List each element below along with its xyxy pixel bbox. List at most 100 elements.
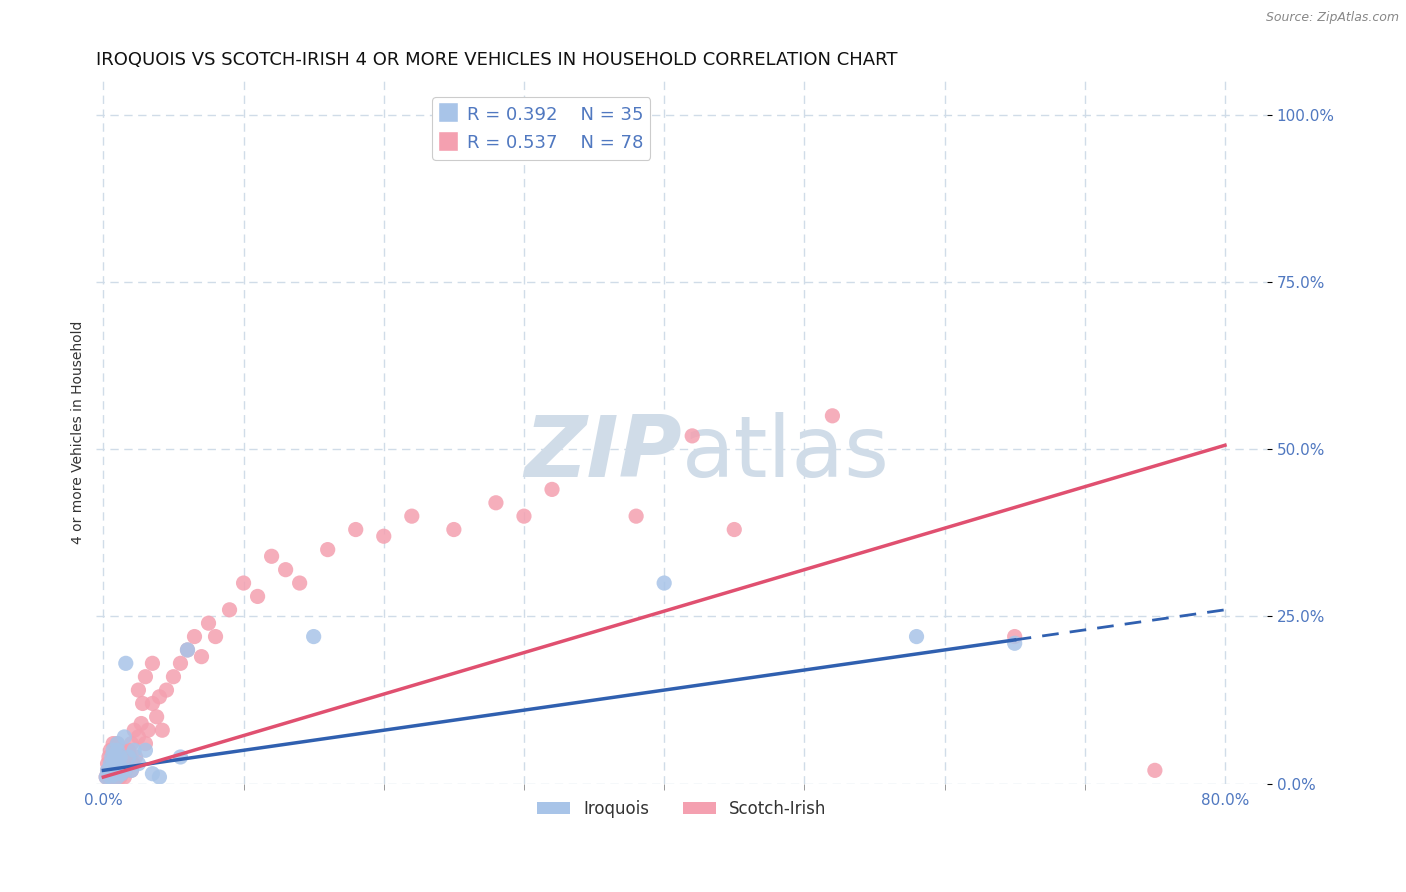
Point: [100, 764, 122, 778]
Point: [100, 743, 122, 757]
Point: [114, 657, 136, 671]
Point: [107, 764, 129, 778]
Point: [150, 723, 173, 738]
Point: [316, 542, 339, 557]
Point: [120, 764, 142, 778]
Point: [169, 750, 191, 764]
Point: [112, 764, 135, 778]
Point: [101, 764, 124, 778]
Point: [373, 529, 395, 543]
Point: [652, 576, 675, 591]
Point: [176, 643, 198, 657]
Point: [98, 770, 121, 784]
Point: [101, 756, 124, 771]
Point: [103, 756, 125, 771]
Point: [105, 756, 128, 771]
Point: [103, 770, 125, 784]
Point: [134, 737, 156, 751]
Point: [98, 750, 121, 764]
Point: [110, 764, 132, 778]
Point: [302, 630, 325, 644]
Point: [101, 743, 124, 757]
Point: [105, 743, 128, 757]
Point: [141, 697, 163, 711]
Point: [112, 770, 135, 784]
Point: [100, 750, 122, 764]
Point: [103, 750, 125, 764]
Point: [104, 764, 127, 778]
Point: [96, 770, 118, 784]
Y-axis label: 4 or more Vehicles in Household: 4 or more Vehicles in Household: [72, 321, 86, 544]
Point: [100, 756, 122, 771]
Point: [111, 756, 134, 771]
Point: [197, 616, 219, 631]
Point: [1004, 636, 1026, 650]
Point: [260, 549, 283, 564]
Point: [108, 770, 131, 784]
Point: [485, 496, 508, 510]
Point: [118, 750, 141, 764]
Point: [155, 683, 177, 698]
Point: [122, 743, 145, 757]
Point: [134, 743, 156, 757]
Point: [681, 429, 703, 443]
Point: [723, 523, 745, 537]
Point: [136, 723, 159, 738]
Point: [145, 710, 167, 724]
Point: [105, 737, 128, 751]
Point: [100, 770, 122, 784]
Point: [141, 766, 163, 780]
Point: [513, 509, 536, 524]
Point: [169, 657, 191, 671]
Point: [124, 750, 146, 764]
Point: [98, 766, 121, 780]
Text: ZIP: ZIP: [524, 412, 682, 495]
Point: [127, 756, 149, 771]
Point: [105, 737, 128, 751]
Point: [97, 764, 120, 778]
Point: [104, 766, 127, 780]
Point: [246, 590, 269, 604]
Point: [117, 743, 139, 757]
Legend: Iroquois, Scotch-Irish: Iroquois, Scotch-Irish: [530, 793, 834, 824]
Point: [127, 730, 149, 744]
Point: [274, 563, 297, 577]
Point: [443, 523, 465, 537]
Point: [121, 756, 143, 771]
Point: [110, 743, 132, 757]
Text: Source: ZipAtlas.com: Source: ZipAtlas.com: [1265, 11, 1399, 24]
Point: [100, 764, 122, 778]
Point: [117, 750, 139, 764]
Point: [204, 630, 226, 644]
Point: [108, 750, 131, 764]
Point: [108, 756, 131, 771]
Point: [104, 743, 127, 757]
Point: [131, 697, 153, 711]
Point: [141, 657, 163, 671]
Point: [288, 576, 311, 591]
Point: [120, 764, 142, 778]
Point: [105, 770, 128, 784]
Point: [232, 576, 254, 591]
Point: [112, 750, 135, 764]
Point: [148, 770, 170, 784]
Point: [134, 670, 156, 684]
Point: [110, 766, 132, 780]
Point: [114, 764, 136, 778]
Point: [344, 523, 367, 537]
Point: [127, 683, 149, 698]
Point: [105, 770, 128, 784]
Point: [401, 509, 423, 524]
Point: [100, 756, 122, 771]
Point: [101, 737, 124, 751]
Point: [624, 509, 647, 524]
Point: [101, 750, 124, 764]
Point: [183, 630, 205, 644]
Point: [1143, 764, 1166, 778]
Point: [96, 770, 118, 784]
Point: [1004, 630, 1026, 644]
Point: [115, 756, 138, 771]
Point: [162, 670, 184, 684]
Point: [122, 723, 145, 738]
Point: [176, 643, 198, 657]
